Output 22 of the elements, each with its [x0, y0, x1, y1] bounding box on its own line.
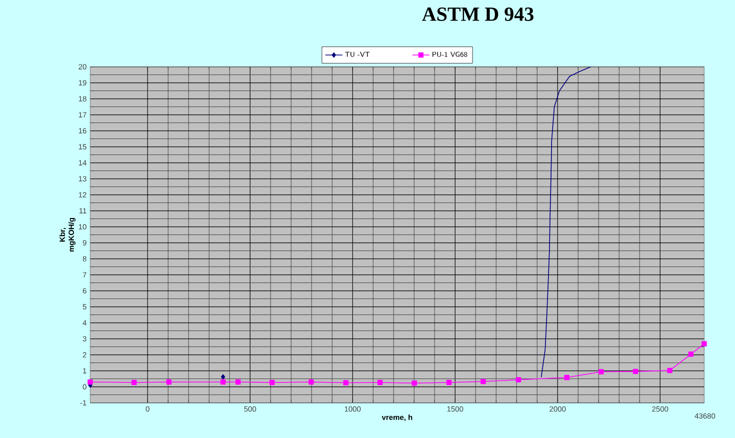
point — [702, 341, 707, 346]
point — [480, 378, 486, 384]
point — [598, 369, 604, 374]
point — [688, 352, 694, 357]
point — [412, 380, 417, 386]
point — [446, 380, 452, 386]
point — [220, 379, 226, 385]
point — [235, 379, 241, 385]
point — [343, 380, 348, 386]
point — [221, 374, 226, 380]
line-series — [540, 66, 592, 378]
point — [308, 379, 314, 385]
point — [88, 379, 93, 385]
point — [269, 380, 275, 386]
point — [377, 380, 383, 386]
point — [667, 368, 672, 374]
point — [131, 380, 137, 386]
point — [166, 379, 172, 385]
point — [632, 368, 638, 374]
point — [564, 374, 570, 380]
point — [516, 377, 522, 382]
chart-title: ASTM D 943 — [422, 8, 534, 21]
